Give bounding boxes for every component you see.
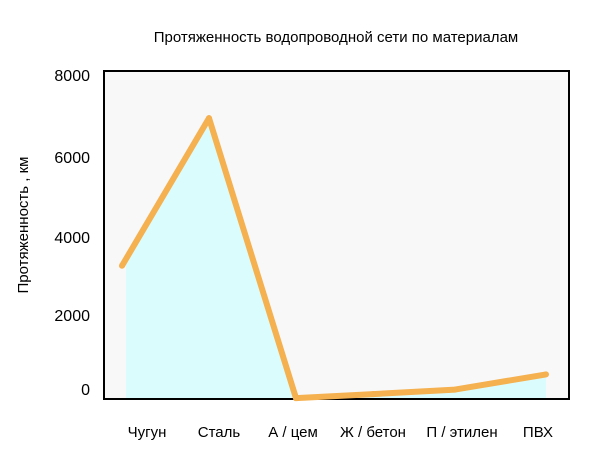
x-tick-label: Сталь (198, 424, 241, 441)
series-line (119, 115, 547, 402)
y-axis-label: Протяженность , км (15, 157, 32, 294)
y-tick-label: 6000 (54, 150, 90, 167)
y-tick-label: 2000 (54, 308, 90, 325)
y-tick-label: 8000 (54, 68, 90, 85)
data-point-1 (206, 115, 212, 122)
data-point-4 (452, 386, 458, 393)
data-point-5 (543, 371, 549, 378)
y-tick-label: 0 (81, 382, 90, 399)
x-tick-label: П / этилен (426, 424, 497, 441)
x-tick-label: Ж / бетон (340, 424, 406, 441)
x-axis-ticks: Чугун Сталь А / цем Ж / бетон П / этилен ПВХ (128, 424, 553, 441)
y-tick-label: 4000 (54, 230, 90, 247)
y-axis-ticks: 0 2000 4000 6000 8000 (54, 68, 90, 399)
data-point-0 (119, 262, 125, 269)
data-point-3 (370, 391, 376, 398)
x-tick-label: А / цем (268, 424, 318, 441)
x-tick-label: Чугун (128, 424, 167, 441)
data-point-2 (293, 395, 299, 402)
series-area-layer (119, 115, 549, 402)
chart-title: Протяженность водопроводной сети по мате… (154, 29, 518, 46)
x-tick-label: ПВХ (523, 424, 553, 441)
